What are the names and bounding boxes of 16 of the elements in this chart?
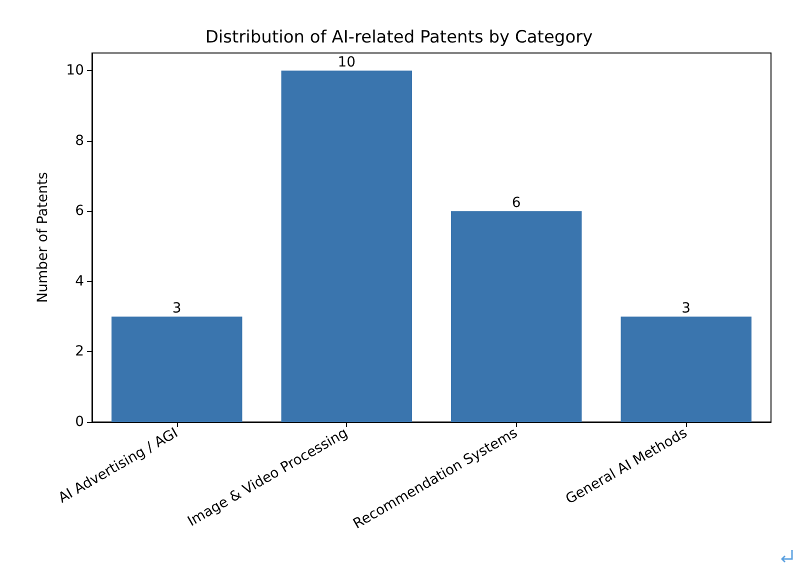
bar <box>451 211 582 422</box>
y-tick-label: 0 <box>75 414 84 430</box>
bar <box>620 316 752 422</box>
data-label: 3 <box>682 300 691 317</box>
bar <box>281 70 412 422</box>
y-tick-label: 6 <box>75 203 84 220</box>
bar <box>112 316 242 422</box>
y-tick-label: 2 <box>75 344 84 360</box>
chart-title: Distribution of AI-related Patents by Category <box>205 28 593 48</box>
data-label: 10 <box>338 54 356 71</box>
y-tick-label: 8 <box>75 132 84 149</box>
y-tick-label: 4 <box>75 273 84 290</box>
y-tick-label: 10 <box>66 62 84 79</box>
data-label: 6 <box>512 195 521 212</box>
y-axis-title: Number of Patents <box>35 172 51 303</box>
data-label: 3 <box>172 300 182 317</box>
